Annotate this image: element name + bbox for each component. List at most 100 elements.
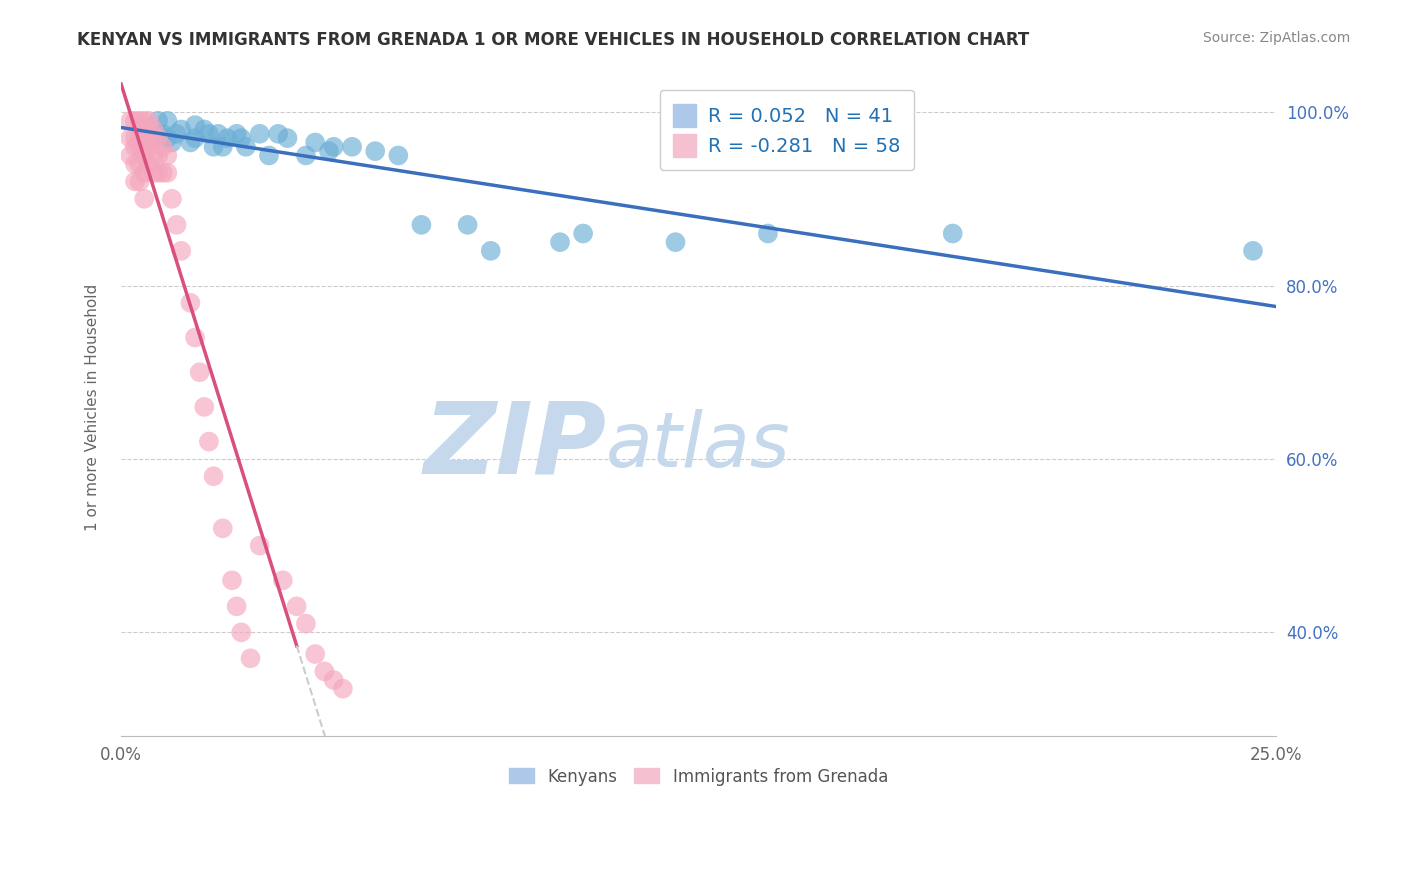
- Point: [479, 244, 502, 258]
- Point: [664, 235, 686, 249]
- Point: [160, 136, 183, 150]
- Point: [322, 140, 344, 154]
- Point: [128, 113, 150, 128]
- Point: [295, 148, 318, 162]
- Text: Source: ZipAtlas.com: Source: ZipAtlas.com: [1202, 31, 1350, 45]
- Point: [170, 244, 193, 258]
- Point: [332, 681, 354, 696]
- Point: [231, 131, 253, 145]
- Point: [134, 131, 156, 145]
- Point: [217, 131, 239, 145]
- Point: [318, 144, 340, 158]
- Point: [146, 113, 169, 128]
- Point: [156, 148, 179, 162]
- Point: [235, 140, 257, 154]
- Point: [225, 599, 247, 614]
- Point: [184, 131, 207, 145]
- Point: [411, 218, 433, 232]
- Point: [225, 127, 247, 141]
- Point: [134, 166, 156, 180]
- Point: [188, 365, 211, 379]
- Point: [152, 127, 174, 141]
- Text: KENYAN VS IMMIGRANTS FROM GRENADA 1 OR MORE VEHICLES IN HOUSEHOLD CORRELATION CH: KENYAN VS IMMIGRANTS FROM GRENADA 1 OR M…: [77, 31, 1029, 49]
- Point: [179, 296, 201, 310]
- Point: [138, 113, 160, 128]
- Point: [142, 131, 165, 145]
- Point: [142, 131, 165, 145]
- Point: [239, 651, 262, 665]
- Point: [211, 521, 233, 535]
- Point: [128, 174, 150, 188]
- Point: [156, 131, 179, 145]
- Point: [207, 127, 229, 141]
- Point: [202, 140, 225, 154]
- Point: [166, 218, 188, 232]
- Point: [202, 469, 225, 483]
- Point: [364, 144, 387, 158]
- Point: [249, 539, 271, 553]
- Point: [249, 127, 271, 141]
- Point: [146, 148, 169, 162]
- Point: [120, 148, 142, 162]
- Point: [276, 131, 298, 145]
- Point: [193, 400, 215, 414]
- Point: [142, 148, 165, 162]
- Y-axis label: 1 or more Vehicles in Household: 1 or more Vehicles in Household: [86, 284, 100, 531]
- Point: [128, 122, 150, 136]
- Point: [314, 665, 336, 679]
- Point: [572, 227, 595, 241]
- Point: [120, 131, 142, 145]
- Point: [387, 148, 409, 162]
- Legend: Kenyans, Immigrants from Grenada: Kenyans, Immigrants from Grenada: [501, 759, 896, 794]
- Point: [198, 434, 221, 449]
- Point: [152, 166, 174, 180]
- Point: [156, 113, 179, 128]
- Point: [138, 122, 160, 136]
- Point: [142, 166, 165, 180]
- Point: [179, 136, 201, 150]
- Point: [160, 192, 183, 206]
- Point: [124, 174, 146, 188]
- Point: [221, 574, 243, 588]
- Point: [457, 218, 479, 232]
- Point: [295, 616, 318, 631]
- Point: [134, 127, 156, 141]
- Point: [1241, 244, 1264, 258]
- Point: [138, 140, 160, 154]
- Point: [134, 148, 156, 162]
- Point: [142, 122, 165, 136]
- Point: [146, 166, 169, 180]
- Point: [322, 673, 344, 687]
- Point: [942, 227, 965, 241]
- Text: ZIP: ZIP: [423, 398, 606, 495]
- Point: [231, 625, 253, 640]
- Point: [134, 140, 156, 154]
- Point: [340, 140, 363, 154]
- Point: [124, 140, 146, 154]
- Point: [138, 157, 160, 171]
- Point: [756, 227, 779, 241]
- Point: [120, 113, 142, 128]
- Point: [166, 127, 188, 141]
- Point: [548, 235, 571, 249]
- Point: [211, 140, 233, 154]
- Point: [156, 166, 179, 180]
- Point: [267, 127, 290, 141]
- Point: [124, 157, 146, 171]
- Point: [134, 192, 156, 206]
- Point: [304, 647, 326, 661]
- Point: [257, 148, 280, 162]
- Point: [184, 118, 207, 132]
- Point: [184, 330, 207, 344]
- Point: [134, 113, 156, 128]
- Point: [304, 136, 326, 150]
- Point: [124, 131, 146, 145]
- Point: [124, 113, 146, 128]
- Point: [128, 140, 150, 154]
- Point: [134, 122, 156, 136]
- Point: [198, 127, 221, 141]
- Point: [170, 122, 193, 136]
- Point: [285, 599, 308, 614]
- Point: [146, 131, 169, 145]
- Point: [193, 122, 215, 136]
